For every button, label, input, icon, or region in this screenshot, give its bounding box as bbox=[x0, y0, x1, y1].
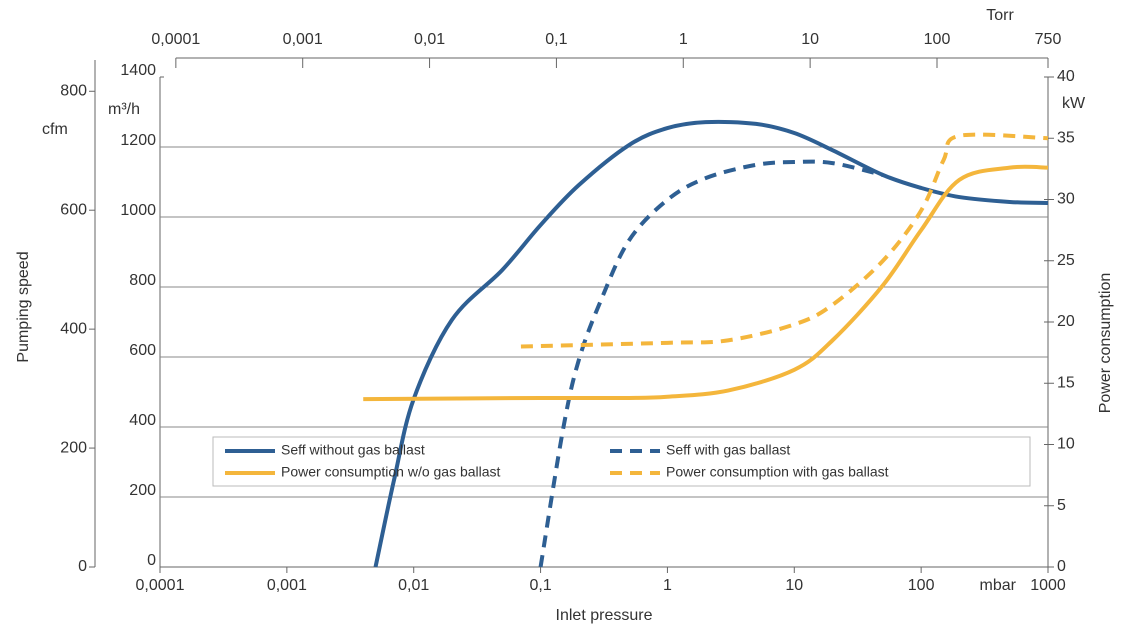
x2-tick-label: 1 bbox=[679, 31, 688, 48]
legend-label: Seff without gas ballast bbox=[281, 442, 425, 458]
y2-axis-label: Power consumption bbox=[1097, 273, 1114, 414]
y2-tick-label: 40 bbox=[1057, 68, 1075, 85]
y3-tick-label: 200 bbox=[60, 439, 87, 456]
x-tick-label: 10 bbox=[785, 577, 803, 594]
y-tick-label: 1200 bbox=[120, 132, 156, 149]
y3-tick-label: 800 bbox=[60, 82, 87, 99]
series-line bbox=[373, 119, 1049, 568]
top-axis-unit: Torr bbox=[986, 7, 1014, 24]
y2-tick-label: 0 bbox=[1057, 558, 1066, 575]
y-tick-label: 800 bbox=[129, 272, 156, 289]
x-tick-label: 0,01 bbox=[398, 577, 429, 594]
x-tick-label: 1 bbox=[663, 577, 672, 594]
x2-tick-label: 0,01 bbox=[414, 31, 445, 48]
y2-tick-label: 35 bbox=[1057, 129, 1075, 146]
x-tick-label: 0,0001 bbox=[136, 577, 185, 594]
legend-label: Seff with gas ballast bbox=[666, 442, 790, 458]
x2-tick-label: 0,001 bbox=[283, 31, 323, 48]
x2-tick-label: 750 bbox=[1035, 31, 1062, 48]
y-tick-label: 400 bbox=[129, 412, 156, 429]
series-line bbox=[520, 132, 1049, 349]
x2-tick-label: 0,0001 bbox=[151, 31, 200, 48]
y3-tick-label: 0 bbox=[78, 558, 87, 575]
legend-box bbox=[212, 436, 1031, 487]
y2-tick-label: 5 bbox=[1057, 497, 1066, 514]
y-tick-label: 0 bbox=[147, 552, 156, 569]
x-axis-unit: mbar bbox=[980, 577, 1017, 594]
x-tick-label: 1000 bbox=[1030, 577, 1066, 594]
x2-tick-label: 10 bbox=[801, 31, 819, 48]
legend-label: Power consumption w/o gas ballast bbox=[281, 464, 501, 480]
y2-axis-unit: kW bbox=[1062, 95, 1086, 112]
x-tick-label: 0,1 bbox=[529, 577, 551, 594]
y2-tick-label: 25 bbox=[1057, 252, 1075, 269]
x-axis-label: Inlet pressure bbox=[556, 607, 653, 624]
series-line bbox=[538, 159, 884, 568]
series-line bbox=[363, 164, 1049, 402]
y-tick-label: 1000 bbox=[120, 202, 156, 219]
x2-tick-label: 0,1 bbox=[545, 31, 567, 48]
y2-tick-label: 20 bbox=[1057, 313, 1075, 330]
y2-tick-label: 30 bbox=[1057, 191, 1075, 208]
x2-tick-label: 100 bbox=[924, 31, 951, 48]
y-tick-label: 600 bbox=[129, 342, 156, 359]
x-tick-label: 100 bbox=[908, 577, 935, 594]
y-axis-label: Pumping speed bbox=[15, 251, 32, 362]
y2-tick-label: 10 bbox=[1057, 436, 1075, 453]
y2-tick-label: 15 bbox=[1057, 374, 1075, 391]
legend-label: Power consumption with gas ballast bbox=[666, 464, 889, 480]
x-tick-label: 0,001 bbox=[267, 577, 307, 594]
y-tick-label: 200 bbox=[129, 482, 156, 499]
y3-tick-label: 600 bbox=[60, 201, 87, 218]
y-tick-label: 1400 bbox=[120, 62, 156, 79]
y3-tick-label: 400 bbox=[60, 320, 87, 337]
y3-axis-unit: cfm bbox=[42, 121, 68, 138]
y-axis-unit: m³/h bbox=[108, 101, 140, 118]
